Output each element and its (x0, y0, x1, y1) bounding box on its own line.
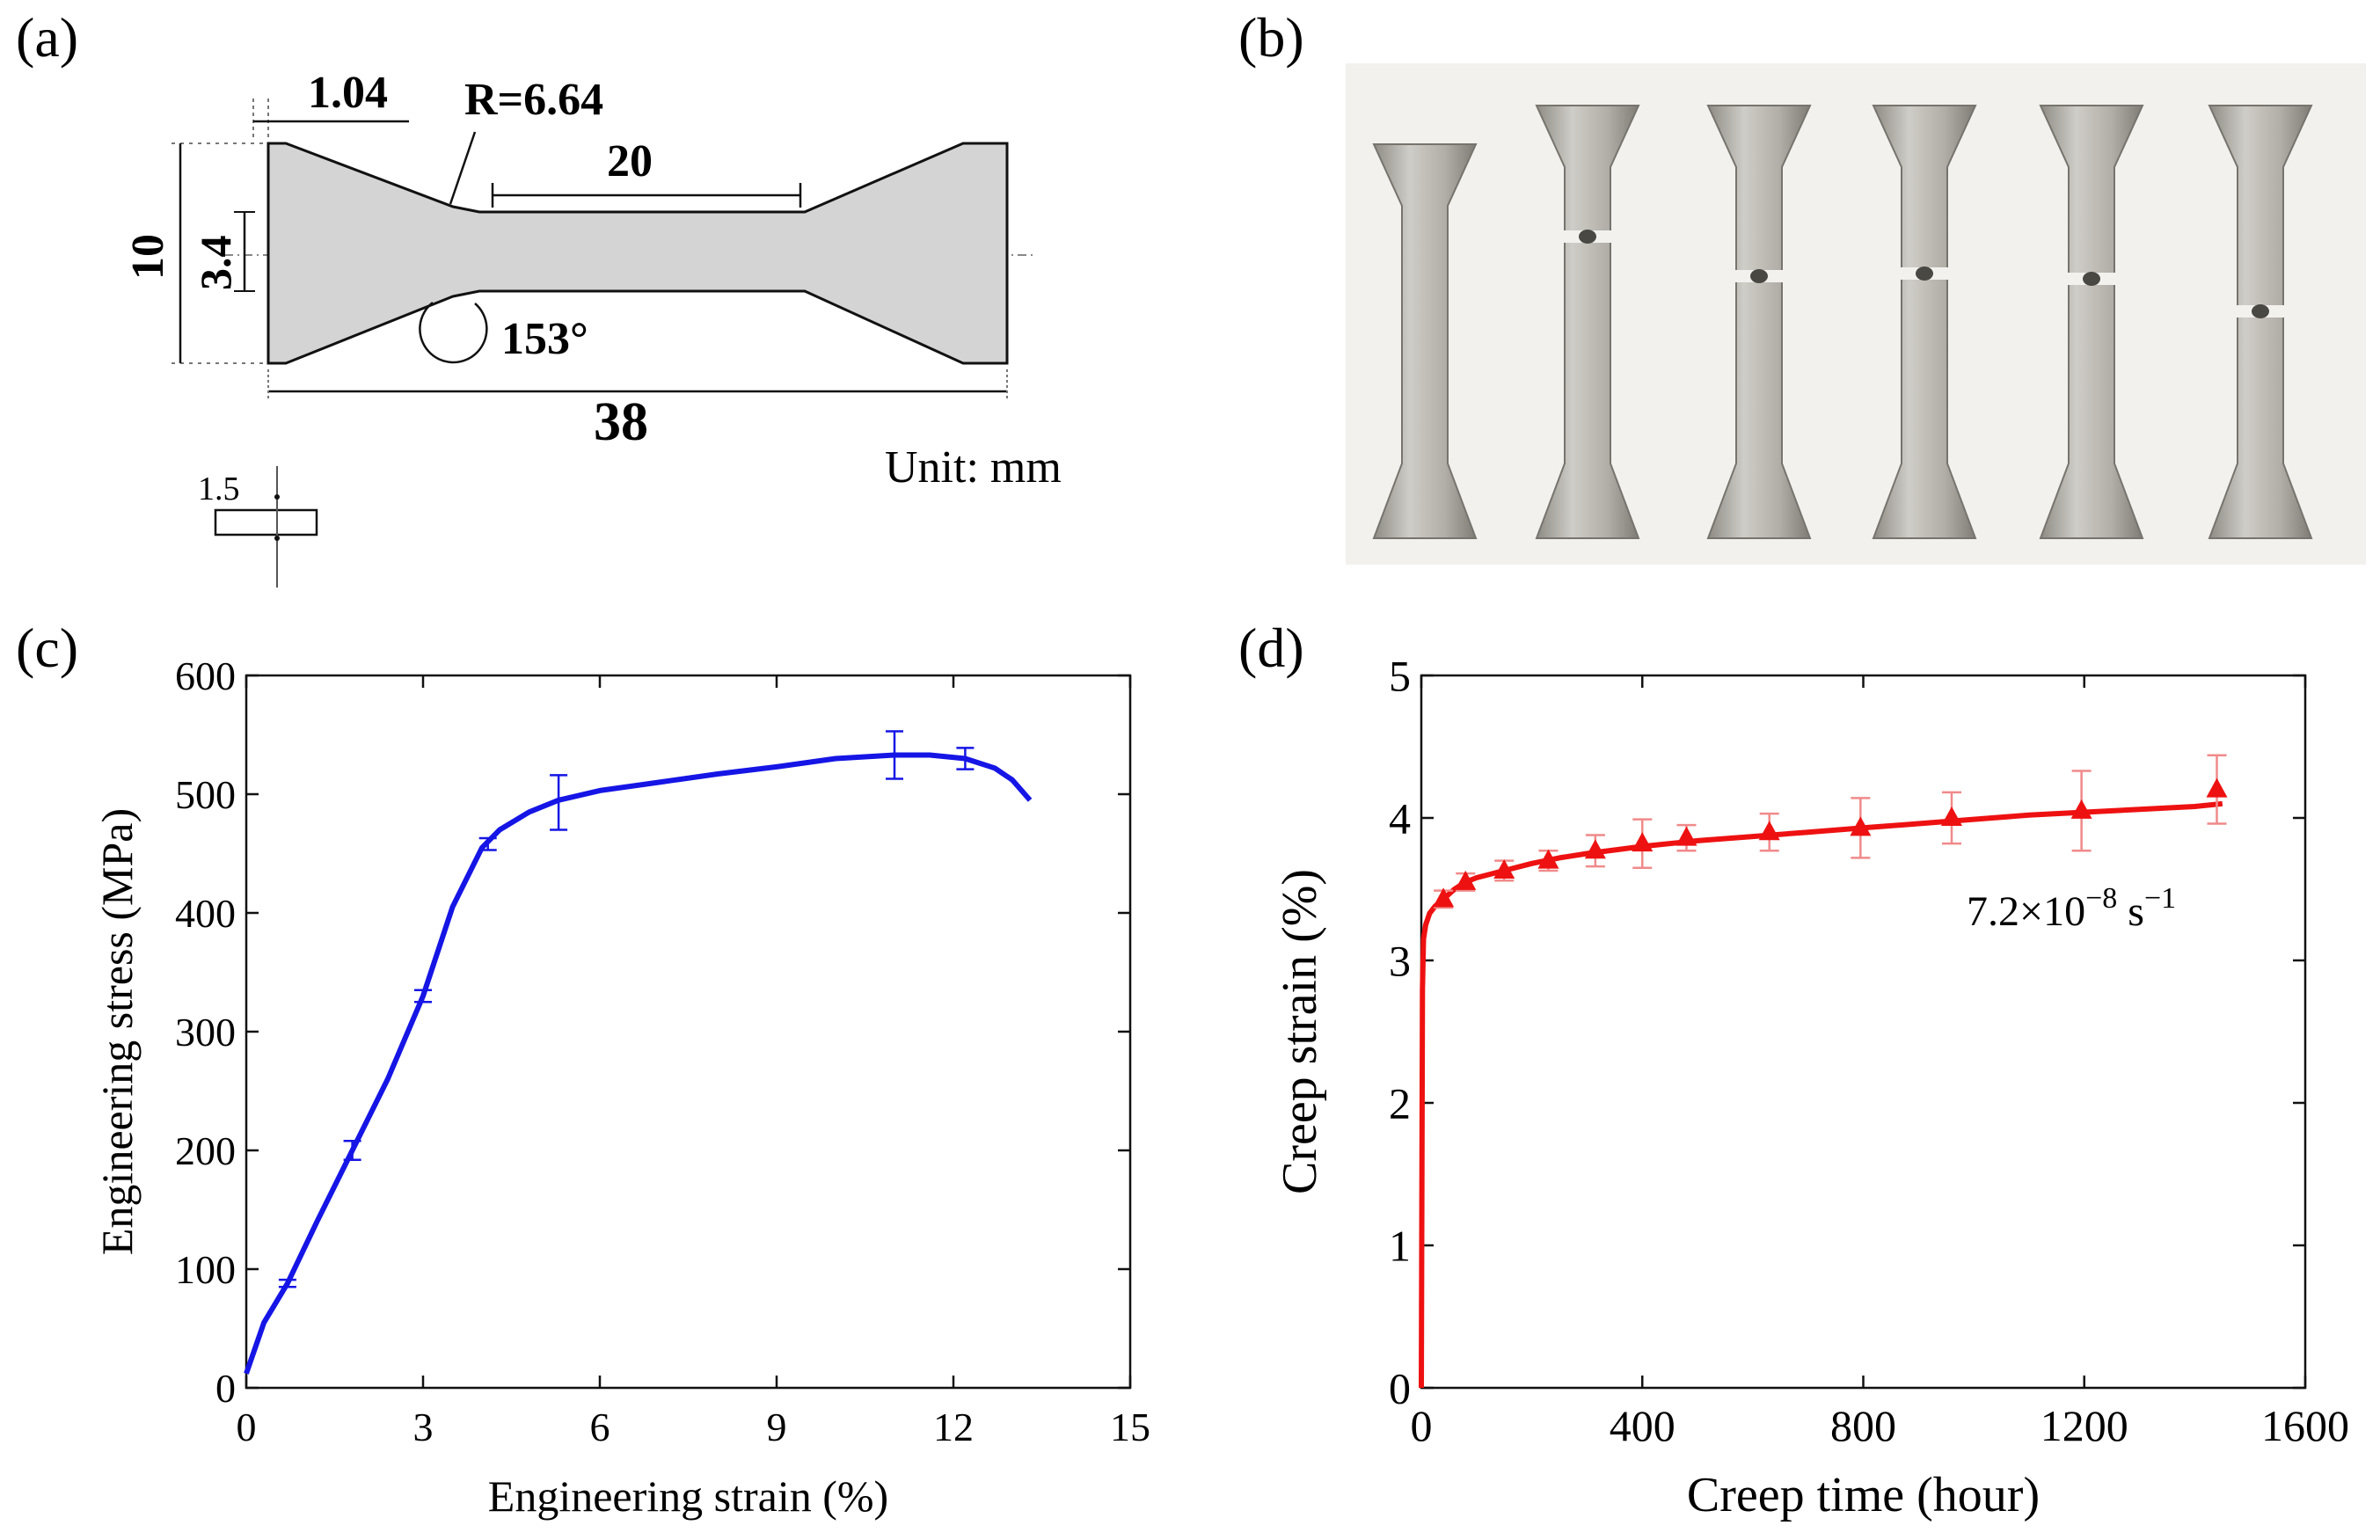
x-tick-label: 0 (1411, 1401, 1433, 1450)
necking-mark (2083, 272, 2100, 286)
y-tick-label: 200 (175, 1128, 236, 1173)
x-tick-label: 3 (413, 1405, 434, 1449)
specimen (2208, 105, 2313, 539)
thickness-section (214, 508, 318, 536)
panel-a-label: (a) (16, 6, 79, 69)
panel-b-label: (b) (1238, 6, 1304, 69)
specimen (1372, 143, 1478, 539)
y-tick-label: 400 (175, 891, 236, 936)
y-tick-label: 500 (175, 772, 236, 817)
data-marker (1632, 832, 1654, 852)
data-marker (1537, 849, 1559, 869)
dim-thickness: 1.5 (198, 471, 240, 507)
plot-frame (1420, 674, 2307, 1390)
unit-label: Unit: mm (885, 442, 1062, 493)
panel-d-label: (d) (1238, 617, 1304, 679)
y-axis-label: Engineering stress (MPa) (92, 808, 142, 1255)
dim-width-top: 1.04 (308, 68, 388, 118)
y-tick-label: 3 (1389, 937, 1411, 986)
specimen-outline (266, 142, 1009, 365)
x-tick-label: 0 (237, 1405, 257, 1449)
specimens-photo (1346, 63, 2366, 565)
x-tick-label: 400 (1610, 1401, 1675, 1450)
y-tick-label: 100 (175, 1247, 236, 1292)
x-tick-label: 15 (1110, 1405, 1150, 1449)
y-tick-label: 5 (1389, 652, 1411, 701)
y-tick-label: 2 (1389, 1079, 1411, 1128)
data-marker (1758, 821, 1780, 841)
y-tick-label: 300 (175, 1010, 236, 1055)
x-tick-label: 1200 (2041, 1401, 2128, 1450)
dim-gauge-length: 20 (607, 136, 653, 186)
angle-arc (419, 302, 488, 364)
data-marker (1675, 826, 1697, 846)
x-tick-label: 9 (767, 1405, 787, 1449)
stress-strain-line (244, 752, 1033, 1375)
x-axis-label: Creep time (hour) (1687, 1468, 2040, 1522)
y-axis-label: Creep strain (%) (1273, 869, 1327, 1194)
necking-mark (2252, 304, 2269, 318)
data-marker (2070, 799, 2092, 819)
y-tick-label: 600 (175, 653, 236, 698)
necking-mark (1750, 269, 1768, 283)
data-marker (1493, 858, 1515, 879)
dim-height: 10 (123, 234, 173, 280)
y-tick-label: 4 (1389, 794, 1411, 843)
creep-line (1419, 800, 2223, 1389)
stress-strain-chart: 0 3 6 9 12 15 0 100 200 300 400 500 600 Engineering s… (92, 653, 1150, 1521)
plot-frame (245, 674, 1132, 1390)
dim-total-length: 38 (594, 392, 648, 452)
necking-mark (1579, 230, 1596, 244)
dim-gauge-width: 3.4 (191, 236, 240, 291)
specimen (1706, 105, 1812, 539)
specimen (1872, 105, 1977, 539)
data-marker (1584, 839, 1606, 859)
specimen-drawing: 1.04 R=6.64 20 10 3.4 153° 38 Unit: mm 1… (123, 68, 1062, 588)
dim-angle: 153° (501, 314, 588, 364)
x-tick-label: 12 (933, 1405, 974, 1449)
creep-rate-annotation: 7.2×10−8 s−1 (1967, 882, 2176, 935)
data-marker (1941, 806, 1962, 826)
creep-chart: 0 400 800 1200 1600 0 1 2 3 4 5 Creep time (hour) Cr… (1273, 652, 2349, 1523)
x-tick-label: 1600 (2261, 1401, 2349, 1450)
x-axis-label: Engineering strain (%) (488, 1471, 888, 1521)
data-marker (1433, 887, 1455, 908)
x-tick-label: 800 (1830, 1401, 1896, 1450)
specimen (2039, 105, 2144, 539)
necking-mark (1916, 266, 1933, 281)
data-marker (1850, 816, 1872, 836)
y-tick-label: 1 (1389, 1222, 1411, 1271)
dim-radius: R=6.64 (464, 75, 603, 125)
data-marker (1455, 870, 1477, 890)
y-tick-label: 0 (1389, 1364, 1411, 1413)
x-tick-label: 6 (590, 1405, 610, 1449)
panel-c-label: (c) (16, 617, 79, 679)
specimen (1535, 105, 1640, 539)
y-tick-label: 0 (215, 1366, 236, 1411)
data-marker (2206, 777, 2228, 798)
